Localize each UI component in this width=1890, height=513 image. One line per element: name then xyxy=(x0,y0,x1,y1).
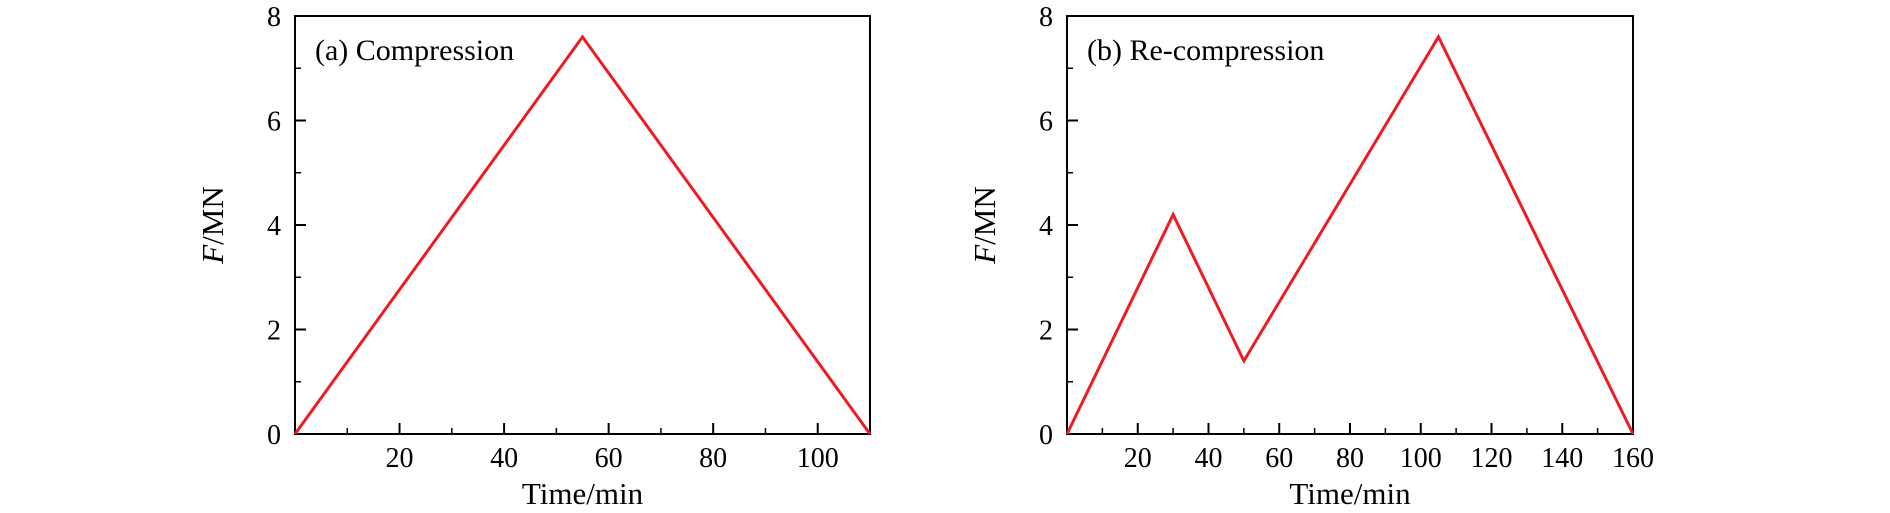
x-tick-label: 80 xyxy=(1336,443,1364,474)
x-tick-label: 20 xyxy=(1124,443,1152,474)
y-axis-label: F/MN xyxy=(195,186,230,265)
panel-label: (a) Compression xyxy=(315,34,514,67)
y-tick-label: 8 xyxy=(267,2,281,33)
axes-frame-group xyxy=(1066,15,1634,435)
panel-label: (b) Re-compression xyxy=(1087,34,1324,67)
series-line-load xyxy=(1065,33,1635,435)
plot-frame xyxy=(294,15,871,435)
y-tick-label: 0 xyxy=(1039,420,1053,451)
ticks-group: 20 40 60 80 100 120 140 160 0 2 4 6 8 xyxy=(1039,2,1654,474)
chart-panel-a: 20 40 60 80 100 0 2 4 6 8 (a) Compression Time/mi… xyxy=(195,2,872,511)
y-tick-label: 2 xyxy=(1039,316,1053,347)
x-axis-label: Time/min xyxy=(522,476,644,511)
chart-panel-b: 20 40 60 80 100 120 140 160 0 2 4 6 8 (b) Re-compres… xyxy=(945,0,1890,513)
y-axis-label-symbol: F xyxy=(195,244,230,265)
y-tick-label: 8 xyxy=(1039,2,1053,33)
y-axis-label-symbol: F xyxy=(967,244,1002,265)
y-tick-label: 4 xyxy=(1039,211,1053,242)
x-tick-label: 160 xyxy=(1612,443,1654,474)
x-tick-label: 40 xyxy=(1195,443,1223,474)
x-tick-label: 140 xyxy=(1541,443,1583,474)
y-tick-label: 0 xyxy=(267,420,281,451)
x-tick-label: 60 xyxy=(1265,443,1293,474)
plot-frame xyxy=(1066,15,1634,435)
x-tick-label: 80 xyxy=(699,443,727,474)
y-axis-label-unit: /MN xyxy=(195,186,230,245)
y-tick-label: 6 xyxy=(1039,107,1053,138)
x-tick-label: 100 xyxy=(1400,443,1442,474)
y-tick-label: 2 xyxy=(267,316,281,347)
x-axis-label: Time/min xyxy=(1289,476,1411,511)
y-tick-label: 4 xyxy=(267,211,281,242)
x-tick-label: 120 xyxy=(1471,443,1513,474)
chart-b-plot: 20 40 60 80 100 120 140 160 0 2 4 6 8 (b) Re-compres… xyxy=(967,2,1654,511)
x-tick-label: 20 xyxy=(386,443,414,474)
y-axis-label-unit: /MN xyxy=(967,186,1002,245)
y-axis-label: F/MN xyxy=(967,186,1002,265)
series-line-load xyxy=(293,34,872,435)
series-group xyxy=(293,34,872,435)
x-tick-label: 40 xyxy=(490,443,518,474)
series-group xyxy=(1065,33,1635,435)
axes-frame-group xyxy=(294,15,871,435)
x-tick-label: 60 xyxy=(595,443,623,474)
x-tick-label: 100 xyxy=(797,443,839,474)
ticks-group: 20 40 60 80 100 0 2 4 6 8 xyxy=(267,2,871,474)
y-tick-label: 6 xyxy=(267,107,281,138)
chart-a-plot: 20 40 60 80 100 0 2 4 6 8 (a) Compression Time/mi… xyxy=(195,2,872,511)
